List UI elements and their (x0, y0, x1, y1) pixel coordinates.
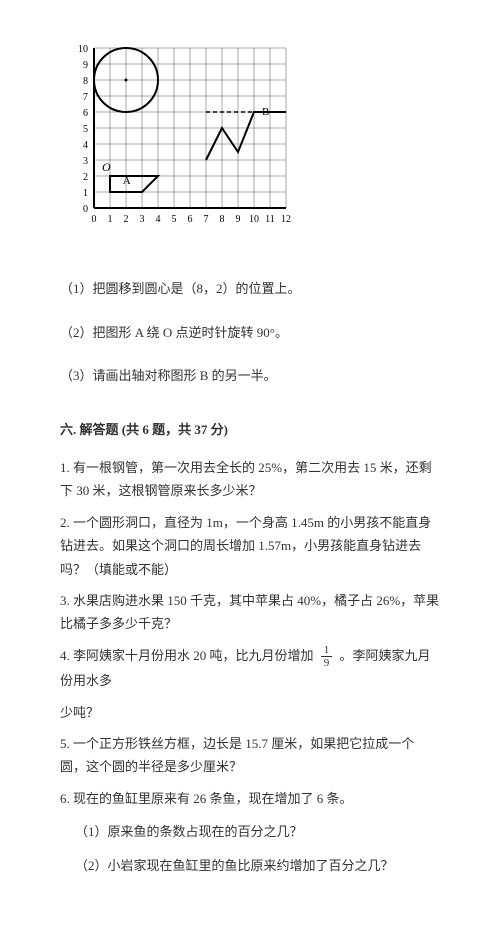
svg-text:4: 4 (83, 140, 88, 151)
question-1: （1）把圆移到圆心是（8，2）的位置上。 (60, 277, 440, 300)
question-2: （2）把图形 A 绕 O 点逆时针旋转 90°。 (60, 321, 440, 344)
svg-text:2: 2 (83, 172, 88, 183)
svg-text:11: 11 (265, 214, 275, 225)
svg-text:6: 6 (188, 214, 193, 225)
problem-2: 2. 一个圆形洞口，直径为 1m，一个身高 1.45m 的小男孩不能直身钻进去。… (60, 511, 440, 581)
svg-text:9: 9 (83, 60, 88, 71)
svg-text:10: 10 (78, 44, 88, 55)
problem-4-cont: 少吨？ (60, 701, 440, 724)
fraction-numerator: 1 (321, 644, 333, 657)
svg-text:3: 3 (140, 214, 145, 225)
section-6-header: 六. 解答题 (共 6 题，共 37 分) (60, 418, 440, 441)
problem-3: 3. 水果店购进水果 150 千克，其中苹果占 40%，橘子占 26%，苹果比橘… (60, 589, 440, 636)
problem-6-sub-2: （2）小岩家现在鱼缸里的鱼比原来约增加了百分之几？ (75, 854, 440, 877)
fraction-denominator: 9 (321, 657, 333, 669)
svg-text:B: B (262, 106, 269, 118)
svg-text:0: 0 (83, 204, 88, 215)
svg-text:3: 3 (83, 156, 88, 167)
svg-text:9: 9 (236, 214, 241, 225)
problem-5: 5. 一个正方形铁丝方框，边长是 15.7 厘米，如果把它拉成一个圆，这个圆的半… (60, 732, 440, 779)
svg-text:1: 1 (83, 188, 88, 199)
svg-text:A: A (123, 175, 131, 187)
coordinate-grid-figure: 0123456789101112109876543210OAB (70, 40, 440, 247)
svg-text:7: 7 (204, 214, 209, 225)
question-3: （3）请画出轴对称图形 B 的另一半。 (60, 364, 440, 387)
svg-text:6: 6 (83, 108, 88, 119)
problem-6-sub-1: （1）原来鱼的条数占现在的百分之几？ (75, 820, 440, 843)
svg-text:8: 8 (220, 214, 225, 225)
problem-4-fraction: 1 9 (321, 644, 333, 669)
svg-text:1: 1 (108, 214, 113, 225)
svg-text:4: 4 (156, 214, 161, 225)
svg-text:2: 2 (124, 214, 129, 225)
problem-6: 6. 现在的鱼缸里原来有 26 条鱼，现在增加了 6 条。 (60, 787, 440, 810)
svg-text:0: 0 (92, 214, 97, 225)
problem-4-text-a: 4. 李阿姨家十月份用水 20 吨，比九月份增加 (60, 648, 314, 663)
grid-svg: 0123456789101112109876543210OAB (70, 40, 300, 240)
problem-1: 1. 有一根钢管，第一次用去全长的 25%，第二次用去 15 米，还剩下 30 … (60, 456, 440, 503)
svg-text:12: 12 (281, 214, 291, 225)
problem-4: 4. 李阿姨家十月份用水 20 吨，比九月份增加 1 9 。李阿姨家九月份用水多 (60, 644, 440, 693)
svg-text:5: 5 (172, 214, 177, 225)
svg-text:8: 8 (83, 76, 88, 87)
svg-text:O: O (102, 160, 111, 174)
svg-text:10: 10 (249, 214, 259, 225)
svg-text:7: 7 (83, 92, 88, 103)
svg-text:5: 5 (83, 124, 88, 135)
